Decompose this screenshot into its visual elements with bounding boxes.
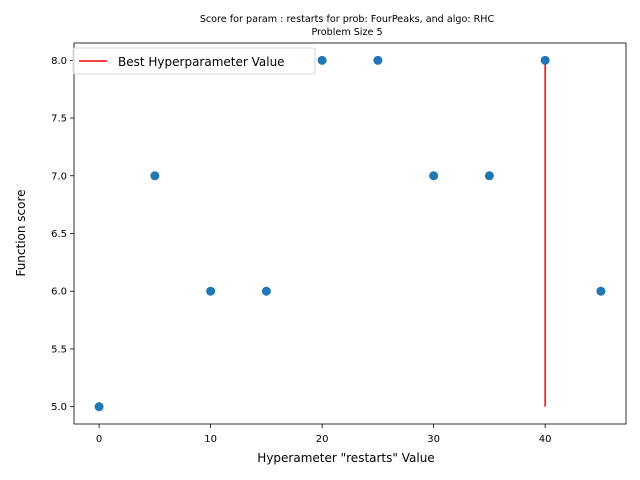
scatter-point (317, 55, 327, 65)
scatter-point (261, 286, 271, 296)
x-tick-label: 40 (539, 434, 552, 445)
scatter-point (206, 286, 216, 296)
y-tick-label: 5.5 (51, 344, 67, 355)
y-tick-label: 5.0 (51, 402, 67, 413)
y-tick-label: 7.0 (51, 171, 67, 182)
chart-title-line2: Problem Size 5 (311, 27, 382, 38)
y-tick-label: 6.5 (51, 229, 67, 240)
x-tick-label: 10 (204, 434, 217, 445)
y-tick-label: 8.0 (51, 56, 67, 67)
y-tick-label: 6.0 (51, 287, 67, 298)
legend: Best Hyperparameter Value (72, 47, 316, 75)
scatter-point (540, 55, 550, 65)
scatter-points (94, 55, 606, 412)
y-axis-label: Function score (14, 189, 28, 276)
y-axis-ticks: 5.0 5.5 6.0 6.5 7.0 7.5 8.0 (51, 56, 74, 413)
legend-box (72, 47, 316, 75)
plot-area-frame (73, 42, 627, 425)
x-tick-label: 20 (316, 434, 329, 445)
chart-title-line1: Score for param : restarts for prob: Fou… (200, 14, 495, 25)
scatter-point (94, 402, 104, 412)
scatter-point (484, 171, 494, 181)
x-tick-label: 0 (96, 434, 102, 445)
x-tick-label: 30 (427, 434, 440, 445)
x-axis-ticks: 0 10 20 30 40 (96, 424, 552, 445)
legend-label: Best Hyperparameter Value (118, 55, 285, 69)
scatter-point (429, 171, 439, 181)
scatter-point (150, 171, 160, 181)
scatter-point (373, 55, 383, 65)
scatter-point (596, 286, 606, 296)
x-axis-label: Hyperameter "restarts" Value (257, 451, 434, 465)
y-tick-label: 7.5 (51, 114, 67, 125)
